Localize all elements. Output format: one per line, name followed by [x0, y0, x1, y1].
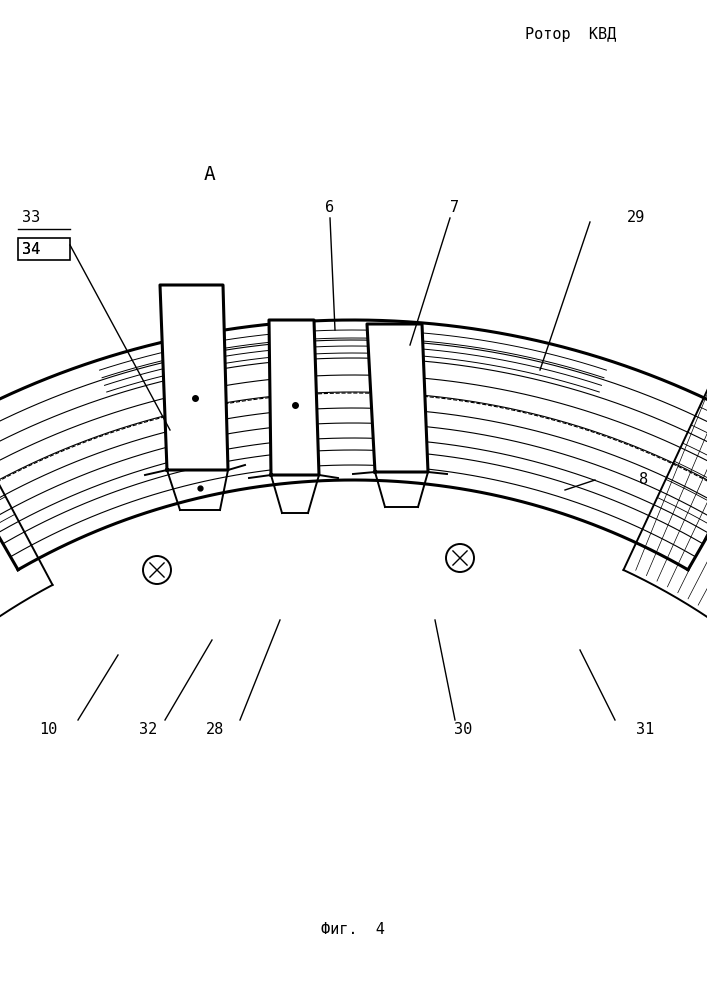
Text: 10: 10: [39, 722, 57, 738]
Polygon shape: [160, 285, 228, 470]
Text: 31: 31: [636, 722, 654, 738]
Text: А: А: [204, 165, 216, 184]
Polygon shape: [367, 324, 428, 472]
Text: 28: 28: [206, 722, 224, 738]
Text: 30: 30: [454, 722, 472, 738]
Text: 34: 34: [22, 242, 40, 257]
Text: 33: 33: [22, 211, 40, 226]
Text: Ротор  КВД: Ротор КВД: [525, 27, 617, 42]
Text: 7: 7: [450, 200, 460, 216]
Text: 6: 6: [325, 200, 334, 216]
Text: 34: 34: [22, 242, 40, 257]
Text: 8: 8: [639, 473, 648, 488]
Text: 32: 32: [139, 722, 157, 738]
FancyBboxPatch shape: [18, 238, 70, 260]
Polygon shape: [269, 320, 319, 475]
Text: Фиг.  4: Фиг. 4: [321, 922, 385, 938]
Text: 29: 29: [626, 211, 645, 226]
